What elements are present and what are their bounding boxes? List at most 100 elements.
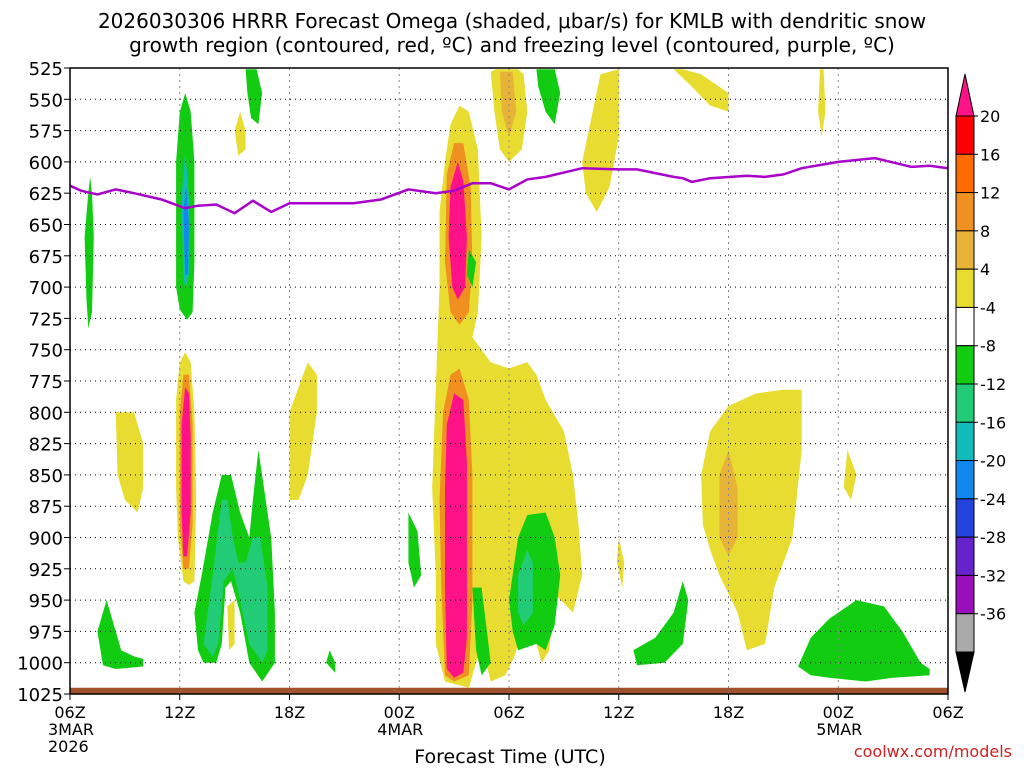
colorbar-segment <box>955 574 975 615</box>
omega-region-p <box>115 412 144 513</box>
y-tick-label: 950 <box>29 591 63 612</box>
x-tick-label: 3MAR <box>48 720 94 739</box>
colorbar-label: 8 <box>980 222 990 241</box>
omega-region-g <box>701 389 802 651</box>
y-tick-label: 975 <box>29 622 63 643</box>
x-axis-label: Forecast Time (UTC) <box>414 746 605 768</box>
colorbar-top-arrow <box>955 73 975 117</box>
y-tick-label: 775 <box>29 372 63 393</box>
colorbar-segment <box>955 153 975 194</box>
x-tick-label: 12Z <box>164 703 195 722</box>
colorbar-segment <box>955 268 975 308</box>
omega-region-x <box>616 537 625 588</box>
colorbar-label: -12 <box>980 375 1006 394</box>
x-tick-label: 5MAR <box>816 720 862 739</box>
y-tick-label: 750 <box>29 341 63 362</box>
omega-region-a <box>84 176 94 329</box>
colorbar-segment <box>955 306 975 347</box>
colorbar-label: -28 <box>980 528 1006 547</box>
y-tick-label: 675 <box>29 247 63 268</box>
colorbar-label: -16 <box>980 413 1006 432</box>
y-tick-label: 1000 <box>17 654 63 675</box>
x-tick-label: 2026 <box>48 737 89 756</box>
omega-region-i2 <box>499 71 517 137</box>
omega-region-c3 <box>181 387 191 557</box>
y-axis: 525 550 575 600 625 650 675 700 725 750 775 800 825 8… <box>17 59 70 706</box>
x-tick-label: 06Z <box>932 703 963 722</box>
x-tick-label: 00Z <box>823 703 854 722</box>
colorbar-label: 16 <box>980 145 1000 164</box>
omega-region-z <box>227 600 235 651</box>
chart-title-line2: growth region (contoured, red, ºC) and f… <box>129 33 895 57</box>
y-tick-label: 900 <box>29 529 63 550</box>
freezing-level-line <box>70 156 948 215</box>
ground-strip <box>70 687 948 694</box>
colorbar-segment <box>955 383 975 423</box>
colorbar-label: -36 <box>980 605 1006 624</box>
colorbar-segment <box>955 536 975 576</box>
y-tick-label: 650 <box>29 216 63 237</box>
omega-region-s <box>408 512 422 588</box>
y-tick-label: 600 <box>29 153 63 174</box>
omega-region-v <box>472 587 491 676</box>
colorbar-label: -8 <box>980 337 996 356</box>
omega-region-e5 <box>445 393 467 678</box>
x-tick-label: 06Z <box>54 703 85 722</box>
credit-text: coolwx.com/models <box>854 742 1012 761</box>
y-tick-label: 825 <box>29 435 63 456</box>
colorbar-label: -4 <box>980 298 996 317</box>
plot-area <box>70 69 948 694</box>
x-tick-label: 12Z <box>603 703 634 722</box>
omega-region-n <box>245 69 263 125</box>
colorbar-segment <box>955 498 975 538</box>
omega-region-m <box>818 69 826 137</box>
y-tick-label: 925 <box>29 560 63 581</box>
colorbar-segment <box>955 613 975 653</box>
colorbar-bottom-arrow <box>955 651 975 693</box>
colorbar-segment <box>955 115 975 155</box>
y-tick-label: 725 <box>29 309 63 330</box>
x-tick-label: 4MAR <box>377 720 423 739</box>
omega-region-e3 <box>448 161 467 300</box>
omega-region-k <box>582 69 619 212</box>
x-tick-label: 18Z <box>713 703 744 722</box>
omega-region-d2 <box>203 499 268 663</box>
colorbar-segment <box>955 230 975 270</box>
colorbar-segment <box>955 460 975 500</box>
y-tick-label: 800 <box>29 403 63 424</box>
omega-region-f2 <box>518 550 533 626</box>
colorbar-label: -32 <box>980 566 1006 585</box>
y-tick-label: 700 <box>29 278 63 299</box>
x-tick-label: 00Z <box>384 703 415 722</box>
x-tick-label: 18Z <box>274 703 305 722</box>
y-tick-label: 575 <box>29 122 63 143</box>
y-tick-label: 875 <box>29 497 63 518</box>
y-tick-label: 1025 <box>17 685 63 706</box>
omega-region-o <box>289 362 317 500</box>
colorbar: 20 16 12 8 4 -4 -8 -12 -16 -20 -24 -28 -32 -36 <box>955 73 1006 693</box>
omega-region-j <box>536 69 561 125</box>
colorbar-segment <box>955 421 975 462</box>
colorbar-label: 4 <box>980 260 990 279</box>
omega-region-u <box>820 643 839 676</box>
y-tick-label: 850 <box>29 466 63 487</box>
y-tick-label: 625 <box>29 184 63 205</box>
colorbar-label: -20 <box>980 452 1006 471</box>
omega-region-w <box>234 111 246 156</box>
colorbar-label: -24 <box>980 490 1006 509</box>
omega-region-h <box>798 600 930 682</box>
omega-region-q <box>97 600 144 669</box>
grid-lines <box>70 68 948 694</box>
x-tick-label: 06Z <box>493 703 524 722</box>
omega-region-l <box>655 69 729 112</box>
colorbar-segment <box>955 345 975 385</box>
omega-region-t <box>326 650 336 673</box>
freezing-level-layer <box>70 156 948 215</box>
chart-title-line1: 2026030306 HRRR Forecast Omega (shaded, … <box>98 9 926 33</box>
colorbar-label: 12 <box>980 184 1000 203</box>
omega-region-g2 <box>719 449 738 557</box>
y-tick-label: 550 <box>29 90 63 111</box>
colorbar-label: 20 <box>980 107 1000 126</box>
y-tick-label: 525 <box>29 59 63 80</box>
